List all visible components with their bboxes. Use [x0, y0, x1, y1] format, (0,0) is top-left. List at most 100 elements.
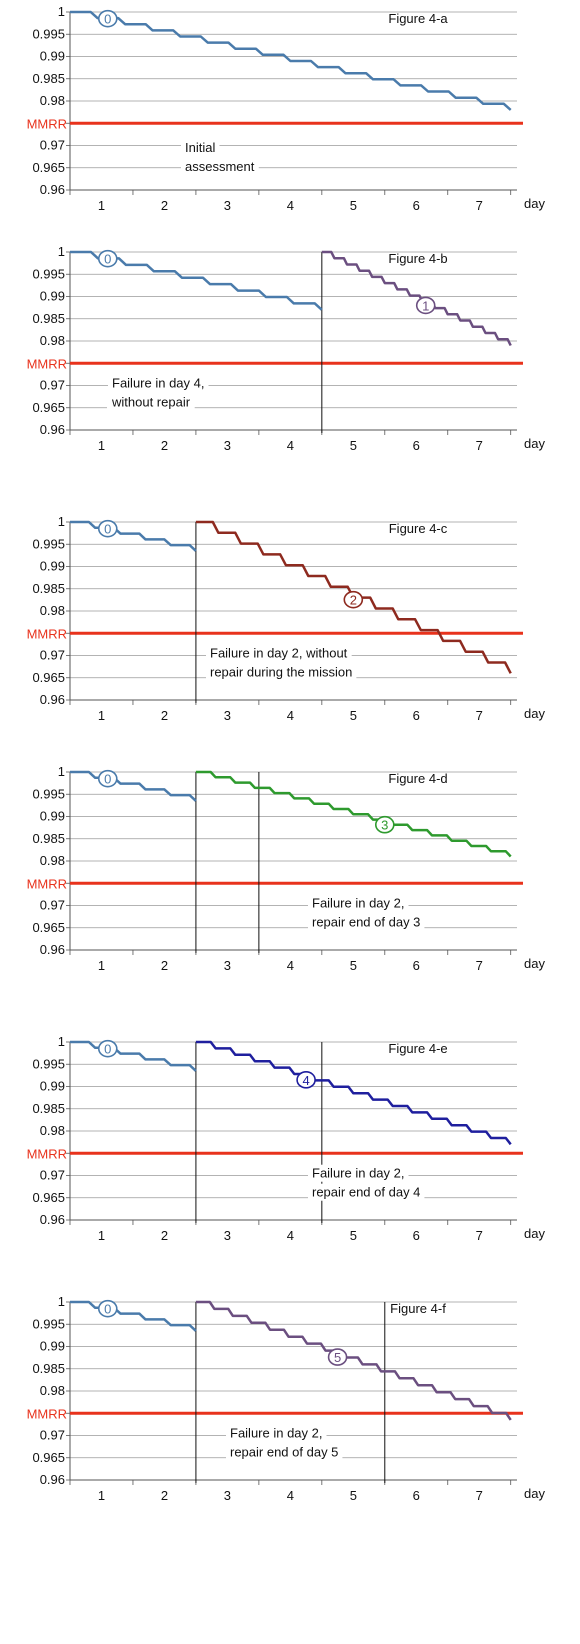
mmrr-label: MMRR	[27, 626, 67, 641]
series-line-0	[70, 1040, 197, 1072]
y-tick-label: 0.965	[32, 1190, 65, 1205]
y-tick-label: 0.98	[40, 603, 65, 618]
series-marker-2	[343, 590, 364, 609]
y-tick-label: 0.965	[32, 400, 65, 415]
y-tick-label: 0.97	[40, 138, 65, 153]
chart-panel: 1 0.995 0.99 0.985 0.98 0.97 0.965 0.96 1 2 3 4 5 6 7 d…	[0, 760, 580, 1000]
y-tick-label: 0.99	[40, 289, 65, 304]
annotation-text: repair end of day 3	[312, 915, 420, 930]
y-tick-label: 1	[58, 1294, 65, 1309]
series-marker-4	[296, 1071, 316, 1089]
x-tick-label: 4	[287, 958, 294, 973]
x-tick-label: 3	[224, 1488, 231, 1503]
annotation-backdrop	[308, 913, 425, 931]
y-tick-label: 1	[58, 764, 65, 779]
y-tick-label: 0.96	[40, 422, 65, 437]
y-tick-label: 0.96	[40, 1472, 65, 1487]
x-tick-label: 5	[350, 438, 357, 453]
figure-title: Figure 4-b	[388, 251, 447, 266]
y-tick-label: 0.985	[32, 581, 65, 596]
x-tick-label: 4	[287, 1488, 294, 1503]
annotation-backdrop	[308, 894, 409, 912]
x-tick-label: 3	[224, 1228, 231, 1243]
annotation-backdrop	[181, 139, 220, 157]
x-tick-label: 2	[161, 708, 168, 723]
x-tick-label: 7	[476, 1228, 483, 1243]
x-tick-label: 6	[413, 958, 420, 973]
x-tick-label: 3	[224, 198, 231, 213]
x-tick-label: 4	[287, 438, 294, 453]
annotation-backdrop	[108, 374, 209, 392]
annotation-text: Failure in day 4,	[112, 376, 205, 391]
y-tick-label: 0.97	[40, 378, 65, 393]
x-tick-label: 3	[224, 438, 231, 453]
x-tick-label: 5	[350, 1488, 357, 1503]
x-tick-label: 1	[98, 708, 105, 723]
figure-title: Figure 4-d	[388, 771, 447, 786]
annotation-text: without repair	[111, 395, 191, 410]
y-tick-label: 0.99	[40, 1339, 65, 1354]
annotation-backdrop	[308, 1164, 409, 1182]
y-tick-label: 0.985	[32, 831, 65, 846]
x-tick-label: 6	[413, 198, 420, 213]
series-line-5	[195, 1300, 512, 1421]
series-line-3	[195, 770, 512, 858]
x-unit-label: day	[524, 1486, 545, 1501]
chart-svg: 1 0.995 0.99 0.985 0.98 0.97 0.965 0.96 1 2 3 4 5 6 7 d…	[27, 4, 546, 213]
y-tick-label: 0.965	[32, 920, 65, 935]
chart-panel: 1 0.995 0.99 0.985 0.98 0.97 0.965 0.96 1 2 3 4 5 6 7 d…	[0, 240, 580, 480]
x-tick-label: 5	[350, 1228, 357, 1243]
y-tick-label: 0.965	[32, 670, 65, 685]
figure-title: Figure 4-a	[388, 11, 448, 26]
figure-title: Figure 4-f	[390, 1301, 446, 1316]
x-tick-label: 7	[476, 708, 483, 723]
annotation-backdrop	[107, 393, 195, 411]
chart-svg: 1 0.995 0.99 0.985 0.98 0.97 0.965 0.96 1 2 3 4 5 6 7 d…	[27, 1034, 546, 1243]
x-tick-label: 6	[413, 1228, 420, 1243]
series-label-1: 1	[422, 298, 429, 313]
annotation-backdrop	[308, 1183, 425, 1201]
y-tick-label: 1	[58, 1034, 65, 1049]
y-tick-label: 0.96	[40, 942, 65, 957]
series-label-0: 0	[104, 522, 111, 537]
annotation-text: repair end of day 4	[312, 1185, 420, 1200]
x-tick-label: 2	[161, 438, 168, 453]
x-tick-label: 1	[98, 1228, 105, 1243]
annotation-text: Failure in day 2, without	[210, 646, 348, 661]
y-tick-label: 0.98	[40, 333, 65, 348]
y-tick-label: 0.995	[32, 536, 65, 551]
y-tick-label: 0.97	[40, 648, 65, 663]
chart-svg: 1 0.995 0.99 0.985 0.98 0.97 0.965 0.96 1 2 3 4 5 6 7 d…	[27, 764, 546, 973]
annotation-text: assessment	[185, 159, 255, 174]
series-line-0	[70, 10, 512, 111]
x-tick-label: 6	[413, 438, 420, 453]
annotation-text: Failure in day 2,	[312, 896, 405, 911]
x-tick-label: 4	[287, 198, 294, 213]
x-tick-label: 4	[287, 1228, 294, 1243]
series-label-5: 5	[334, 1350, 341, 1365]
annotation-text: Initial	[185, 140, 215, 155]
x-tick-label: 1	[98, 198, 105, 213]
figure-title: Figure 4-e	[388, 1041, 447, 1056]
series-marker-5	[327, 1348, 348, 1366]
y-tick-label: 0.98	[40, 1123, 65, 1138]
x-tick-label: 4	[287, 708, 294, 723]
series-marker-0	[97, 519, 118, 538]
annotation-backdrop	[181, 158, 259, 176]
x-tick-label: 5	[350, 198, 357, 213]
x-unit-label: day	[524, 1226, 545, 1241]
x-unit-label: day	[524, 956, 545, 971]
series-label-0: 0	[104, 1302, 111, 1317]
x-tick-label: 7	[476, 958, 483, 973]
mmrr-label: MMRR	[27, 356, 67, 371]
y-tick-label: 0.97	[40, 898, 65, 913]
series-label-2: 2	[350, 593, 357, 608]
series-label-4: 4	[302, 1073, 309, 1088]
x-tick-label: 3	[224, 708, 231, 723]
series-label-3: 3	[381, 818, 388, 833]
series-marker-1	[415, 296, 436, 315]
series-label-0: 0	[104, 252, 111, 267]
y-tick-label: 0.985	[32, 1361, 65, 1376]
x-unit-label: day	[524, 436, 545, 451]
